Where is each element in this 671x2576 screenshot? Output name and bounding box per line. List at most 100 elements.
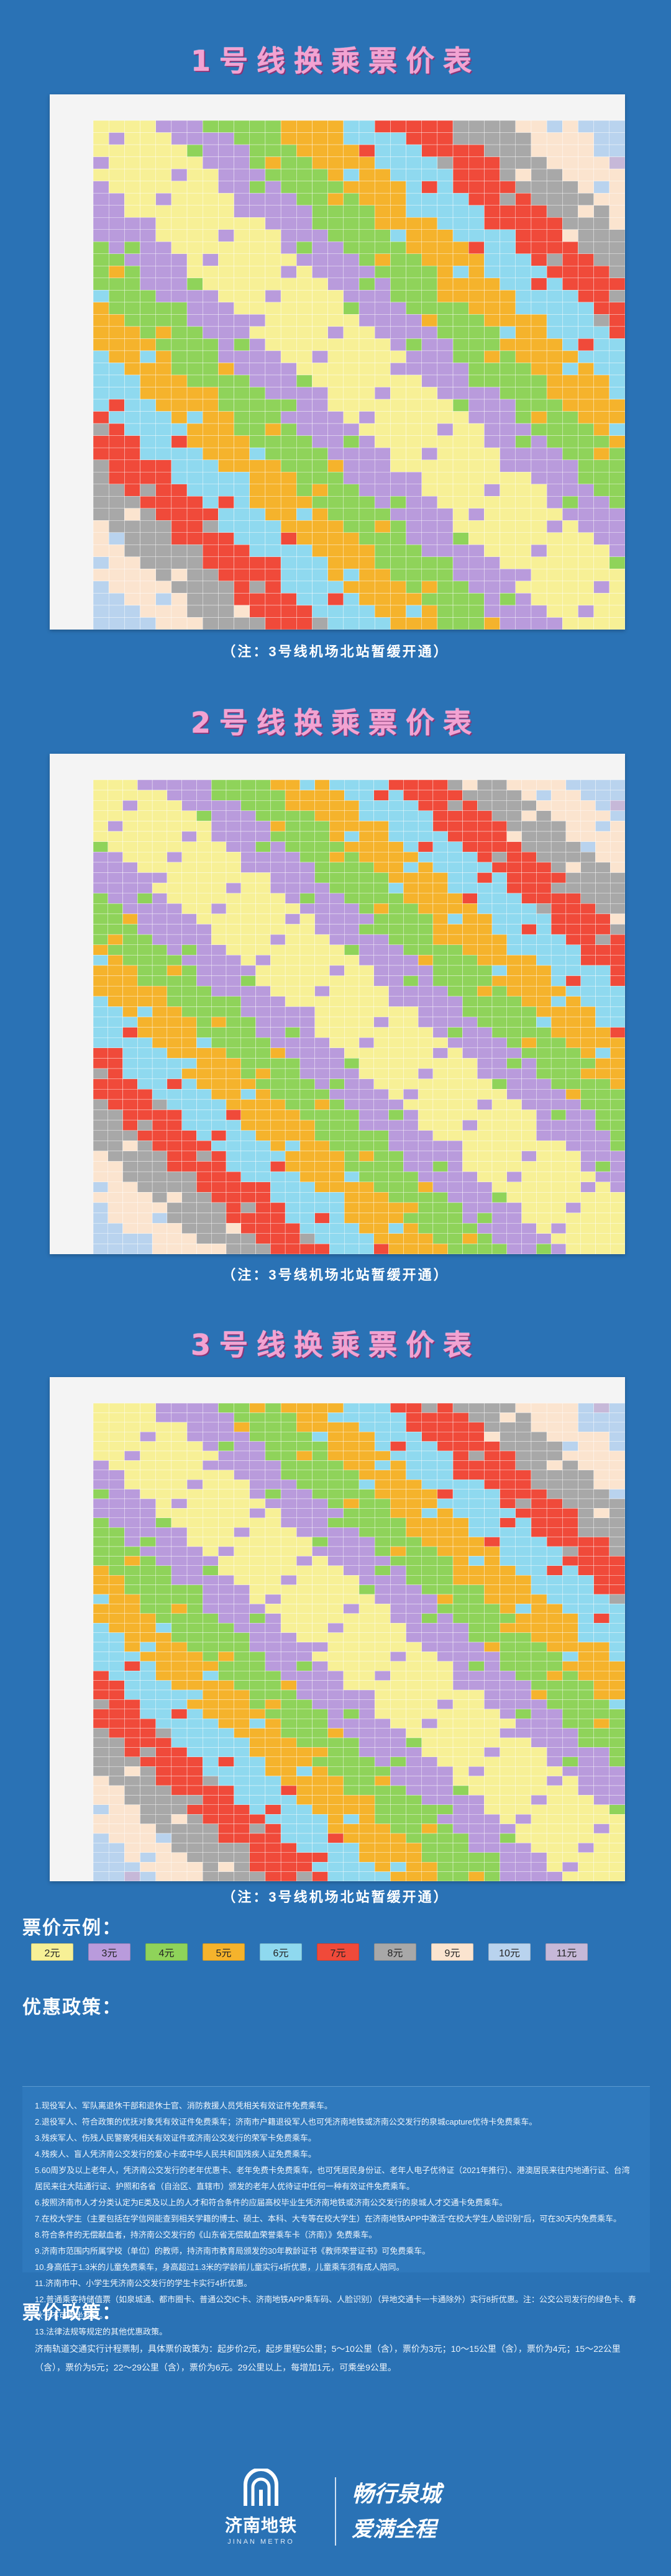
- fare-cell: [562, 1537, 578, 1547]
- fare-cell: [462, 800, 478, 811]
- fare-cell: [515, 132, 532, 145]
- fare-cell: [536, 1192, 552, 1203]
- fare-cell: [491, 955, 507, 966]
- fare-cell: [462, 903, 478, 915]
- fare-cell: [610, 1089, 625, 1100]
- fare-cell: [462, 1222, 478, 1234]
- fare-cell: [403, 975, 419, 987]
- fare-cell: [403, 1150, 419, 1162]
- fare-cell: [93, 205, 109, 218]
- fare-cell: [595, 862, 611, 873]
- fare-cell: [468, 1652, 485, 1661]
- fare-cell: [500, 156, 516, 169]
- fare-cell: [580, 1027, 596, 1038]
- fare-cell: [374, 350, 391, 363]
- fare-cell: [265, 411, 281, 424]
- fare-cell: [421, 617, 438, 630]
- fare-cell: [203, 1776, 219, 1786]
- fare-cell: [108, 1489, 125, 1499]
- fare-cell: [167, 985, 182, 997]
- fare-cell: [93, 1508, 109, 1518]
- fare-cell: [124, 1403, 140, 1413]
- fare-cell: [374, 1833, 391, 1843]
- fare-cell: [171, 1556, 188, 1566]
- fare-cell: [240, 1182, 256, 1193]
- fare-cell: [406, 496, 422, 508]
- fare-cell: [108, 1699, 125, 1710]
- fare-cell: [358, 435, 375, 448]
- fare-cell: [484, 290, 500, 303]
- fare-cell: [373, 1037, 389, 1049]
- fare-cell: [155, 314, 172, 327]
- fare-cell: [421, 399, 438, 412]
- fare-cell: [122, 996, 138, 1007]
- fare-cell: [270, 893, 286, 904]
- fare-cell: [218, 1804, 234, 1815]
- fare-cell: [312, 387, 328, 400]
- fare-cell: [152, 1213, 168, 1224]
- fare-cell: [312, 1604, 328, 1614]
- fare-cell: [390, 156, 406, 169]
- fare-cell: [312, 423, 328, 436]
- fare-cell: [421, 1804, 438, 1815]
- policy-item: 8.符合条件的无偿献血者，持济南公交发行的《山东省无偿献血荣誉乘车卡（济南）》免…: [35, 2230, 377, 2239]
- fare-cell: [484, 1623, 500, 1633]
- fare-cell: [218, 253, 234, 266]
- fare-cell: [418, 1182, 434, 1193]
- fare-cell: [93, 1006, 108, 1018]
- fare-cell: [421, 435, 438, 448]
- fare-cell: [373, 1244, 389, 1254]
- fare-cell: [610, 955, 625, 966]
- fare-cell: [270, 1202, 286, 1213]
- fare-cell: [280, 1450, 297, 1461]
- fare-cell: [484, 1460, 500, 1470]
- fare-cell: [218, 1862, 234, 1872]
- fare-cell: [270, 831, 286, 842]
- fare-cell: [122, 1027, 138, 1038]
- fare-cell: [374, 605, 391, 618]
- fare-cell: [314, 1192, 330, 1203]
- fare-cell: [580, 1222, 596, 1234]
- fare-cell: [327, 545, 344, 558]
- fare-cell: [152, 944, 168, 956]
- fare-cell: [390, 302, 406, 315]
- fare-cell: [484, 1766, 500, 1776]
- fare-cell: [234, 1843, 250, 1853]
- fare-cell: [421, 181, 438, 194]
- fare-cell: [593, 1556, 610, 1566]
- fare-cell: [344, 779, 360, 790]
- fare-cell: [234, 1814, 250, 1824]
- fare-cell: [491, 1213, 507, 1224]
- fare-cell: [327, 520, 344, 533]
- fare-cell: [550, 1068, 567, 1079]
- fare-cell: [580, 872, 596, 884]
- fare-cell: [280, 1871, 297, 1881]
- fare-cell: [343, 423, 360, 436]
- fare-cell: [515, 363, 532, 376]
- fare-cell: [452, 1776, 469, 1786]
- fare-cell: [468, 192, 485, 206]
- fare-cell: [506, 779, 522, 790]
- fare-cell: [152, 965, 168, 976]
- fare-cell: [491, 1119, 507, 1131]
- fare-cell: [406, 617, 422, 630]
- fare-cell: [280, 205, 297, 218]
- fare-cell: [374, 1766, 391, 1776]
- fare-cell: [171, 387, 188, 400]
- fare-cell: [343, 132, 360, 145]
- fare-cell: [124, 1479, 140, 1489]
- fare-cell: [550, 790, 567, 801]
- fare-cell: [299, 862, 315, 873]
- fare-cell: [388, 996, 404, 1007]
- fare-cell: [203, 205, 219, 218]
- fare-cell: [186, 1709, 203, 1719]
- fare-cell: [218, 1814, 234, 1824]
- fare-cell: [358, 1431, 375, 1442]
- fare-cell: [140, 1623, 156, 1633]
- fare-cell: [299, 944, 315, 956]
- fare-cell: [546, 545, 563, 558]
- fare-cell: [93, 447, 109, 460]
- fare-cell: [240, 1016, 256, 1028]
- fare-cell: [124, 1814, 140, 1824]
- fare-cell: [531, 1431, 547, 1442]
